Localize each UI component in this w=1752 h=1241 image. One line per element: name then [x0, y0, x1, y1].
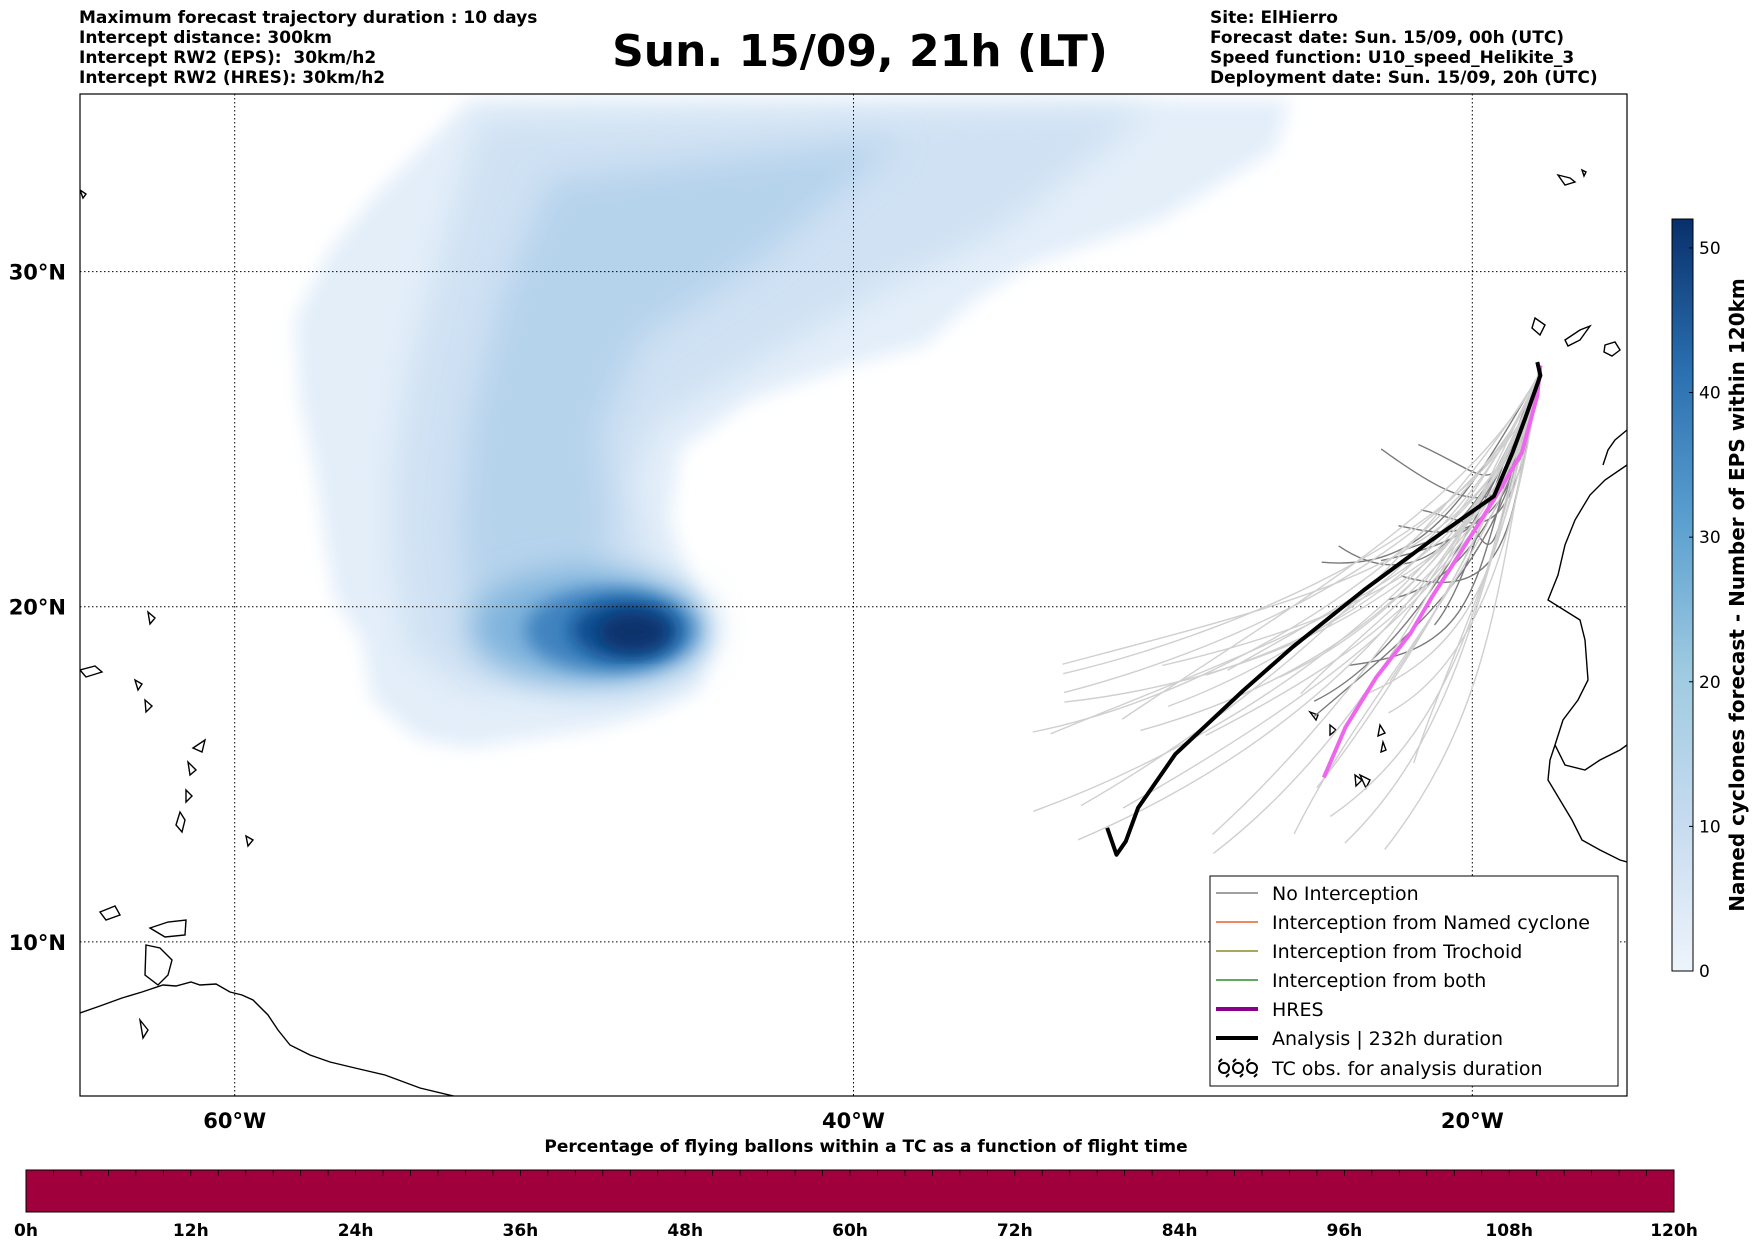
flight-time-colorbar: Percentage of flying ballons within a TC… [14, 1137, 1698, 1241]
density-band-2 [460, 140, 900, 640]
header-line-distance: Intercept distance: 300km [79, 28, 332, 48]
header-line-rw2-hres: Intercept RW2 (HRES): 30km/h2 [79, 68, 386, 88]
flight-time-tick-label: 0h [14, 1221, 38, 1241]
density-colorbar: 0 10 20 30 40 50 Named cyclones forecast - Nu… [1671, 218, 1749, 982]
legend-label-named-cyclone: Interception from Named cyclone [1272, 912, 1590, 934]
flight-time-tick-label: 84h [1162, 1221, 1198, 1241]
header-info-left: Maximum forecast trajectory duration : 1… [79, 8, 537, 88]
eps-member-track [1063, 371, 1542, 675]
eps-member-track [1122, 371, 1542, 809]
map-frame [79, 93, 1628, 1097]
header-line-speed-function: Speed function: U10_speed_Helikite_3 [1210, 48, 1575, 68]
colorbar-tick-label: 50 [1699, 239, 1721, 259]
eps-member-track [1212, 371, 1542, 854]
legend: No Interception Interception from Named … [1209, 875, 1619, 1087]
hres-track [1321, 365, 1543, 779]
flight-time-title: Percentage of flying ballons within a TC… [544, 1137, 1187, 1157]
lon-label-20w: 20°W [1441, 1109, 1504, 1133]
legend-label-analysis: Analysis | 232h duration [1272, 1028, 1503, 1050]
lat-label-10n: 10°N [9, 931, 66, 955]
lat-label-30n: 30°N [9, 261, 66, 285]
lat-label-20n: 20°N [9, 596, 66, 620]
colorbar-tick-label: 20 [1699, 673, 1721, 693]
header-line-site: Site: ElHierro [1210, 8, 1338, 28]
eps-member-track [1162, 372, 1542, 667]
flight-time-tick-label: 120h [1650, 1221, 1698, 1241]
flight-time-tick-label: 108h [1485, 1221, 1533, 1241]
legend-label-no-interception: No Interception [1272, 883, 1419, 905]
cyclone-density-field [295, 100, 1290, 748]
header-line-deployment-date: Deployment date: Sun. 15/09, 20h (UTC) [1210, 68, 1598, 88]
eps-trajectories [1032, 371, 1542, 854]
eps-member-track [1167, 371, 1542, 708]
south-america-coast [80, 981, 457, 1096]
west-africa-coast [1547, 464, 1627, 863]
lon-label-40w: 40°W [822, 1109, 885, 1133]
eps-member-track [1205, 371, 1542, 676]
flight-time-tick-label: 48h [667, 1221, 703, 1241]
eps-member-track [1063, 371, 1542, 694]
eps-member-track [1033, 371, 1542, 812]
eps-member-track [1064, 371, 1542, 703]
density-peak [598, 612, 668, 652]
eps-member-track [1077, 371, 1542, 841]
eps-member-track [1121, 371, 1542, 720]
colorbar-gradient [1671, 218, 1694, 972]
flight-time-tick-label: 12h [173, 1221, 209, 1241]
cape-verde-islands [1308, 710, 1387, 790]
legend-box [1209, 875, 1619, 1087]
europe-edge [80, 189, 88, 200]
page-title: Sun. 15/09, 21h (LT) [612, 26, 1108, 77]
lon-axis-labels: 60°W 40°W 20°W [203, 1109, 1503, 1133]
canary-islands [1531, 316, 1621, 357]
legend-label-both: Interception from both [1272, 970, 1486, 992]
eps-member-track [1388, 371, 1542, 714]
colorbar-tick-label: 0 [1699, 962, 1710, 982]
flight-time-minor-ticks [53, 1170, 1647, 1176]
caribbean-islands [80, 610, 255, 1040]
legend-label-hres: HRES [1272, 999, 1324, 1021]
colorbar-ticks: 0 10 20 30 40 50 [1689, 239, 1721, 982]
trinidad-coast [144, 919, 187, 986]
header-line-duration: Maximum forecast trajectory duration : 1… [79, 8, 538, 28]
flight-time-tick-label: 36h [503, 1221, 539, 1241]
header-line-rw2-eps: Intercept RW2 (EPS): 30km/h2 [79, 48, 377, 68]
tc-symbol-icon [1218, 1058, 1258, 1078]
colorbar-tick-label: 30 [1699, 528, 1721, 548]
eps-member-track [1032, 371, 1542, 733]
colorbar-label: Named cyclones forecast - Number of EPS … [1725, 278, 1749, 912]
flight-time-tick-label: 60h [832, 1221, 868, 1241]
flight-time-bar [25, 1169, 1675, 1213]
eps-member-track [1212, 371, 1542, 836]
flight-time-tick-label: 72h [997, 1221, 1033, 1241]
flight-time-tick-label: 24h [338, 1221, 374, 1241]
madeira-azores-islands [1556, 168, 1587, 186]
lon-label-60w: 60°W [203, 1109, 266, 1133]
header-info-right: Site: ElHierro Forecast date: Sun. 15/09… [1210, 8, 1598, 88]
lat-axis-labels: 30°N 20°N 10°N [9, 261, 66, 955]
flight-time-tick-labels: 0h 12h 24h 36h 48h 60h 72h 84h 96h 108h 120h [14, 1221, 1698, 1241]
analysis-track [1105, 361, 1543, 857]
colorbar-tick-label: 40 [1699, 384, 1721, 404]
coastlines [80, 168, 1627, 1096]
legend-label-trochoid: Interception from Trochoid [1272, 941, 1522, 963]
morocco-coast [1602, 429, 1627, 466]
header-line-forecast-date: Forecast date: Sun. 15/09, 00h (UTC) [1210, 28, 1565, 48]
eps-member-track [1316, 371, 1542, 789]
colorbar-tick-label: 10 [1699, 817, 1721, 837]
flight-time-tick-label: 96h [1327, 1221, 1363, 1241]
legend-label-tc-obs: TC obs. for analysis duration [1271, 1058, 1543, 1080]
eps-member-track [1384, 371, 1542, 851]
